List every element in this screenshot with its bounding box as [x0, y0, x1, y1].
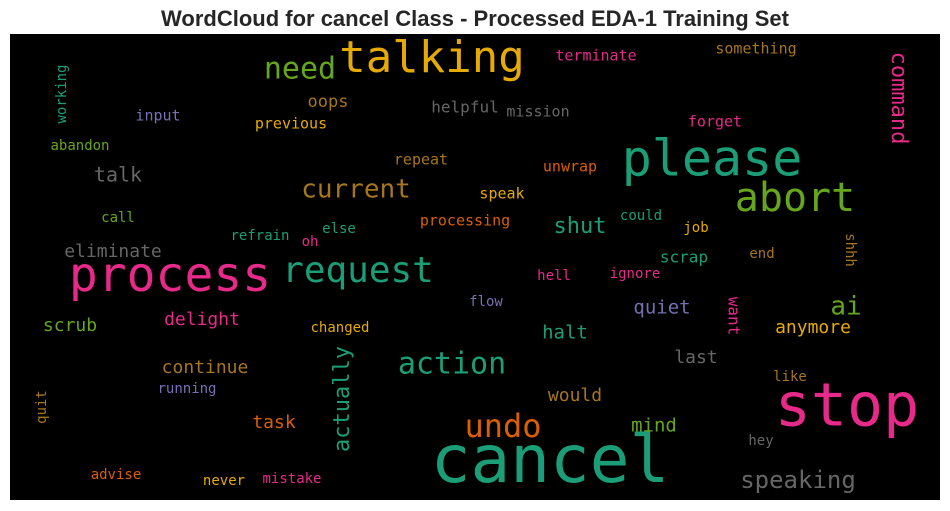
word-speaking: speaking [740, 466, 856, 494]
word-abandon: abandon [50, 138, 109, 154]
word-scrub: scrub [43, 315, 97, 336]
word-ignore: ignore [610, 266, 661, 282]
word-command: command [886, 52, 911, 145]
word-working: working [54, 64, 70, 123]
word-hell: hell [537, 268, 571, 284]
word-oops: oops [308, 92, 349, 112]
word-need: need [264, 52, 336, 87]
word-processing: processing [420, 212, 510, 230]
word-flow: flow [469, 294, 503, 310]
word-please: please [622, 130, 803, 188]
word-input: input [135, 107, 180, 125]
word-mind: mind [631, 415, 677, 437]
word-current: current [301, 175, 411, 205]
word-eliminate: eliminate [64, 241, 162, 262]
word-ai: ai [830, 292, 861, 322]
word-refrain: refrain [230, 228, 289, 244]
word-request: request [282, 250, 434, 291]
word-action: action [398, 347, 506, 382]
word-oh: oh [302, 234, 319, 250]
word-end: end [749, 246, 774, 262]
word-quit: quit [34, 390, 50, 424]
word-shhh: shhh [842, 233, 858, 267]
word-previous: previous [255, 115, 327, 133]
word-else: else [322, 221, 356, 237]
word-speak: speak [479, 185, 524, 203]
word-like: like [773, 369, 807, 385]
word-running: running [157, 381, 216, 397]
wordcloud-canvas: cancel stop please process talking abort reque… [10, 32, 940, 500]
word-terminate: terminate [555, 47, 636, 65]
word-stop: stop [775, 371, 920, 441]
word-unwrap: unwrap [543, 158, 597, 176]
word-delight: delight [164, 309, 240, 330]
word-mission: mission [506, 103, 569, 121]
word-helpful: helpful [431, 98, 498, 117]
word-changed: changed [310, 320, 369, 336]
word-process: process [69, 247, 271, 303]
word-scrap: scrap [660, 248, 708, 267]
word-abort: abort [735, 175, 855, 221]
word-quiet: quiet [633, 297, 690, 319]
word-cancel: cancel [431, 421, 669, 498]
word-last: last [674, 347, 717, 368]
word-want: want [725, 297, 744, 336]
word-would: would [548, 385, 602, 406]
word-could: could [620, 208, 662, 224]
word-mistake: mistake [262, 471, 321, 487]
word-undo: undo [464, 407, 541, 445]
word-talking: talking [339, 34, 524, 83]
word-actually: actually [330, 346, 355, 452]
word-advise: advise [91, 467, 142, 483]
chart-title: WordCloud for cancel Class - Processed E… [161, 6, 789, 31]
word-talk: talk [94, 163, 142, 187]
word-call: call [101, 210, 135, 226]
word-never: never [203, 473, 245, 489]
word-something: something [715, 40, 796, 58]
wordcloud-svg: cancel stop please process talking abort reque… [34, 32, 920, 498]
word-repeat: repeat [394, 151, 448, 169]
word-shut: shut [554, 214, 607, 239]
word-forget: forget [688, 113, 742, 131]
word-task: task [252, 412, 296, 433]
word-job: job [683, 220, 708, 236]
word-continue: continue [162, 357, 249, 378]
word-hey: hey [748, 433, 773, 449]
word-halt: halt [542, 322, 588, 344]
word-anymore: anymore [775, 317, 851, 338]
